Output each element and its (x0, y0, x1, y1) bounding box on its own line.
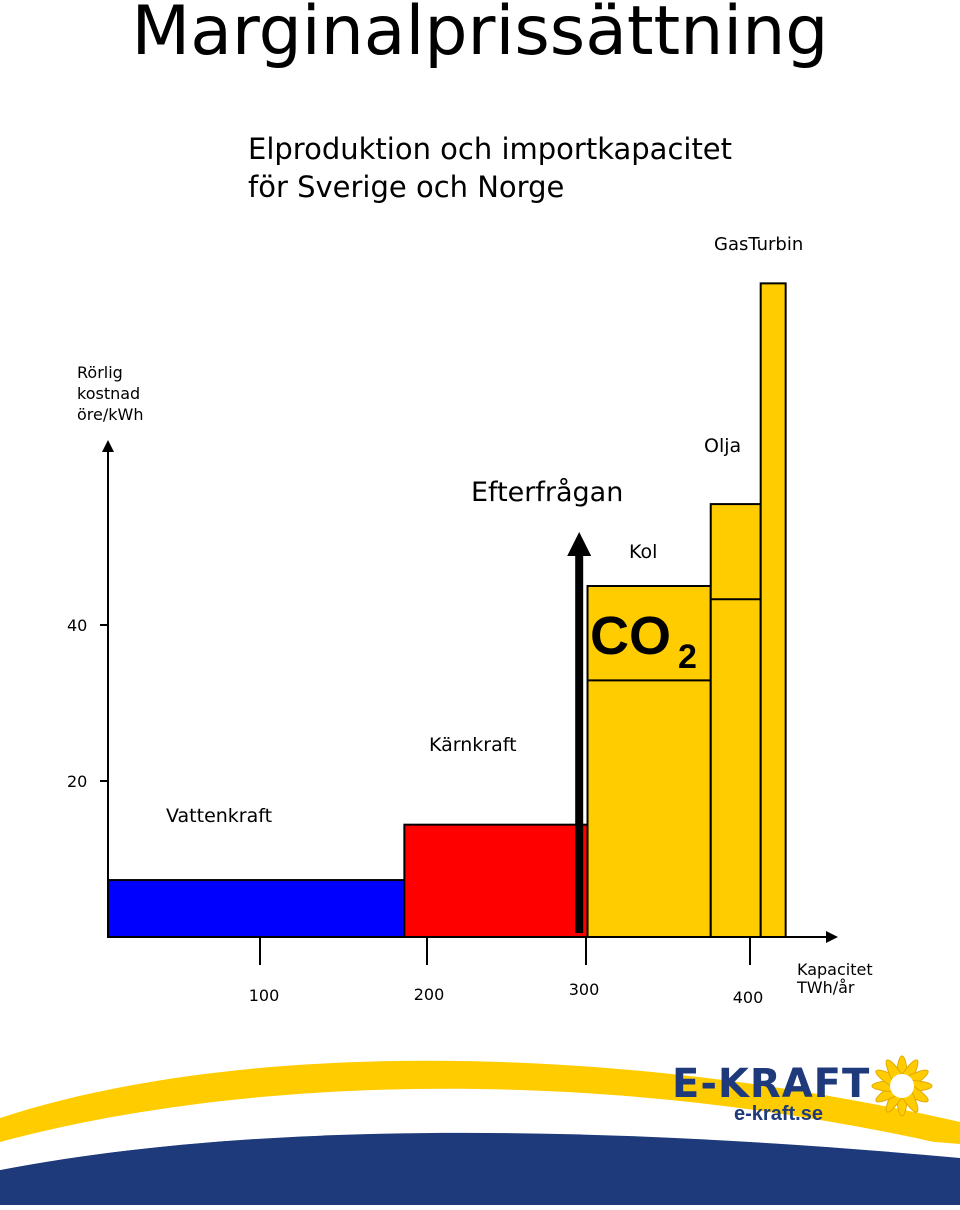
block-labels: Vattenkraft Kärnkraft Kol CO 2 Olja GasTurbin E… (166, 234, 803, 827)
label-gasturbin: GasTurbin (714, 234, 803, 255)
x-axis-arrow (826, 931, 838, 943)
y-axis-arrow (102, 440, 114, 452)
co2-subscript: 2 (678, 638, 697, 676)
sun-logo-icon (871, 1055, 933, 1117)
bar-vattenkraft (107, 879, 406, 938)
chart-subtitle: Elproduktion och importkapacitet för Sve… (248, 130, 732, 206)
label-kol: Kol (629, 541, 657, 563)
x-tick-label-200: 200 (414, 985, 445, 1004)
footer-swoosh (0, 1060, 960, 1205)
y-axis-label-line-2: kostnad (77, 384, 140, 403)
x-tick-label-300: 300 (569, 980, 600, 999)
supply-blocks (107, 282, 787, 938)
bar-gasturbin (759, 282, 787, 938)
label-olja: Olja (704, 435, 741, 457)
swoosh-yellow (0, 1060, 960, 1148)
label-vattenkraft: Vattenkraft (166, 805, 272, 827)
demand-arrow-head (567, 532, 592, 556)
label-k-rnkraft: Kärnkraft (429, 734, 517, 756)
footer (0, 1030, 960, 1205)
brand-logo-text: E-KRAFT (672, 1061, 871, 1107)
x-axis-label-line-1: Kapacitet (797, 960, 873, 979)
bar-olja (709, 503, 762, 938)
label-efterfragan: Efterfrågan (471, 477, 623, 508)
merit-order-chart: 20 40 100 200 300 400 Rörlig kostnad öre/kWh Kapa… (67, 234, 873, 1007)
x-tick-label-400: 400 (733, 988, 764, 1007)
y-axis-label-line-1: Rörlig (77, 363, 123, 382)
swoosh-blue (0, 1132, 960, 1205)
swoosh-white-band (0, 1120, 960, 1170)
x-tick-label-100: 100 (249, 986, 280, 1005)
y-tick-label-40: 40 (67, 616, 87, 635)
axes: 20 40 100 200 300 400 Rörlig kostnad öre/kWh Kapa… (67, 363, 873, 1007)
bar-k-rnkraft (403, 823, 589, 938)
subtitle-line-1: Elproduktion och importkapacitet (248, 132, 733, 166)
subtitle-line-2: för Sverige och Norge (248, 170, 565, 204)
co2-annotation: CO (590, 606, 671, 666)
y-axis-label-line-3: öre/kWh (77, 405, 143, 424)
y-tick-label-20: 20 (67, 772, 87, 791)
brand-url[interactable]: e-kraft.se (734, 1103, 823, 1125)
page-title: Marginalprissättning (131, 0, 829, 71)
x-axis-label-line-2: TWh/år (796, 978, 855, 997)
